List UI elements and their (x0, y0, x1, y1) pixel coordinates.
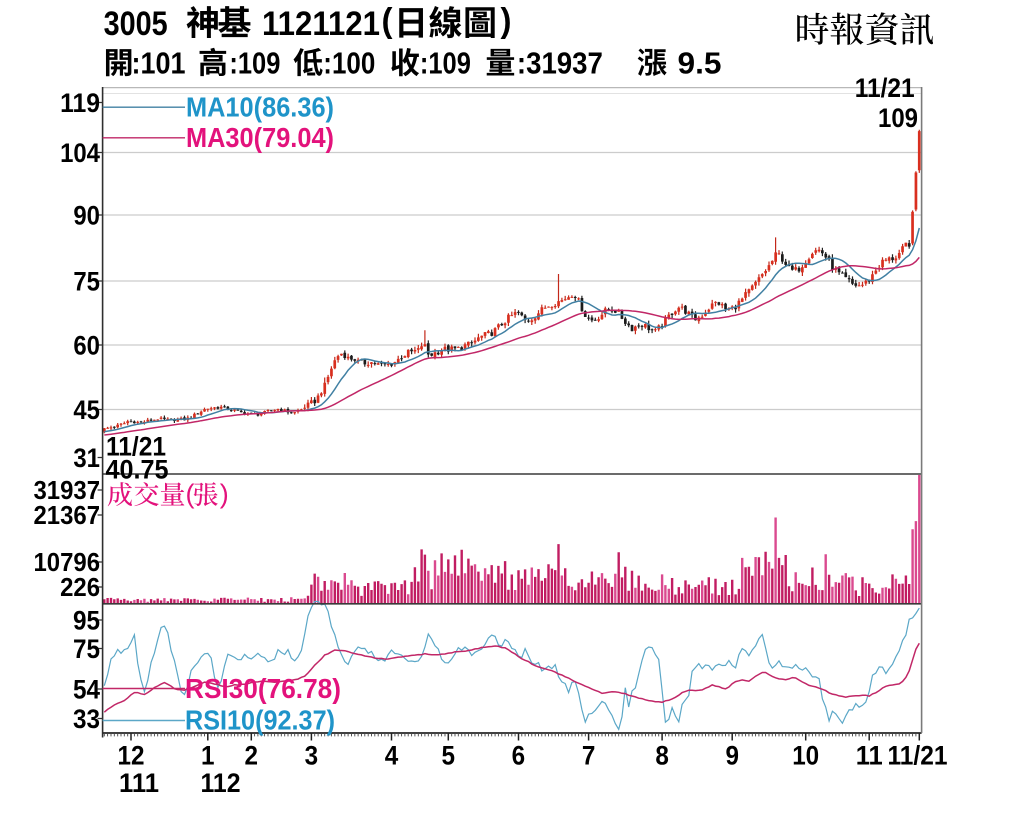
svg-text:3005: 3005 (104, 5, 168, 43)
svg-text:5: 5 (442, 741, 456, 771)
svg-text:(: ( (186, 479, 195, 509)
svg-text:119: 119 (60, 88, 100, 118)
svg-text:11: 11 (856, 741, 883, 771)
svg-text:31937: 31937 (34, 477, 101, 505)
svg-text:10796: 10796 (34, 549, 101, 577)
svg-text:1121121: 1121121 (262, 5, 380, 43)
svg-text:RSI10(92.37): RSI10(92.37) (185, 705, 335, 736)
svg-text::109: :109 (229, 46, 280, 81)
svg-text:3: 3 (305, 741, 319, 771)
svg-text:33: 33 (73, 704, 100, 734)
svg-text:90: 90 (73, 201, 100, 231)
svg-text:): ) (501, 2, 512, 40)
svg-text:11/21: 11/21 (106, 432, 166, 462)
svg-text:RSI30(76.78): RSI30(76.78) (185, 673, 341, 704)
svg-text::109: :109 (420, 46, 471, 81)
svg-text:109: 109 (878, 103, 918, 133)
svg-text:4: 4 (385, 741, 399, 771)
svg-text:111: 111 (119, 768, 159, 798)
svg-text:1: 1 (201, 741, 215, 771)
svg-text:95: 95 (73, 606, 100, 636)
svg-text:2: 2 (244, 741, 258, 771)
svg-text:21367: 21367 (34, 502, 101, 530)
svg-text:11/21: 11/21 (888, 741, 948, 771)
svg-text:MA30(79.04): MA30(79.04) (186, 122, 334, 153)
svg-text:): ) (220, 479, 229, 509)
svg-text:7: 7 (582, 741, 596, 771)
svg-text:12: 12 (118, 741, 145, 771)
svg-text:8: 8 (655, 741, 669, 771)
svg-text:226: 226 (60, 574, 100, 602)
svg-text:75: 75 (73, 267, 100, 297)
svg-text:31: 31 (73, 443, 100, 473)
svg-text::100: :100 (323, 46, 375, 81)
svg-text:6: 6 (512, 741, 526, 771)
svg-text:9: 9 (725, 741, 739, 771)
svg-text:54: 54 (73, 675, 100, 705)
svg-text:45: 45 (73, 395, 100, 425)
svg-text:MA10(86.36): MA10(86.36) (186, 92, 334, 123)
svg-text:75: 75 (73, 634, 100, 664)
svg-text:(: ( (382, 2, 393, 40)
svg-text:40.75: 40.75 (106, 455, 169, 485)
svg-text:104: 104 (60, 138, 100, 168)
svg-text::31937: :31937 (517, 46, 603, 81)
svg-text:11/21: 11/21 (855, 73, 915, 103)
svg-text:60: 60 (73, 331, 100, 361)
svg-text:9.5: 9.5 (678, 46, 722, 81)
svg-text:112: 112 (201, 768, 241, 798)
svg-text::101: :101 (132, 46, 186, 81)
svg-text:10: 10 (792, 741, 819, 771)
